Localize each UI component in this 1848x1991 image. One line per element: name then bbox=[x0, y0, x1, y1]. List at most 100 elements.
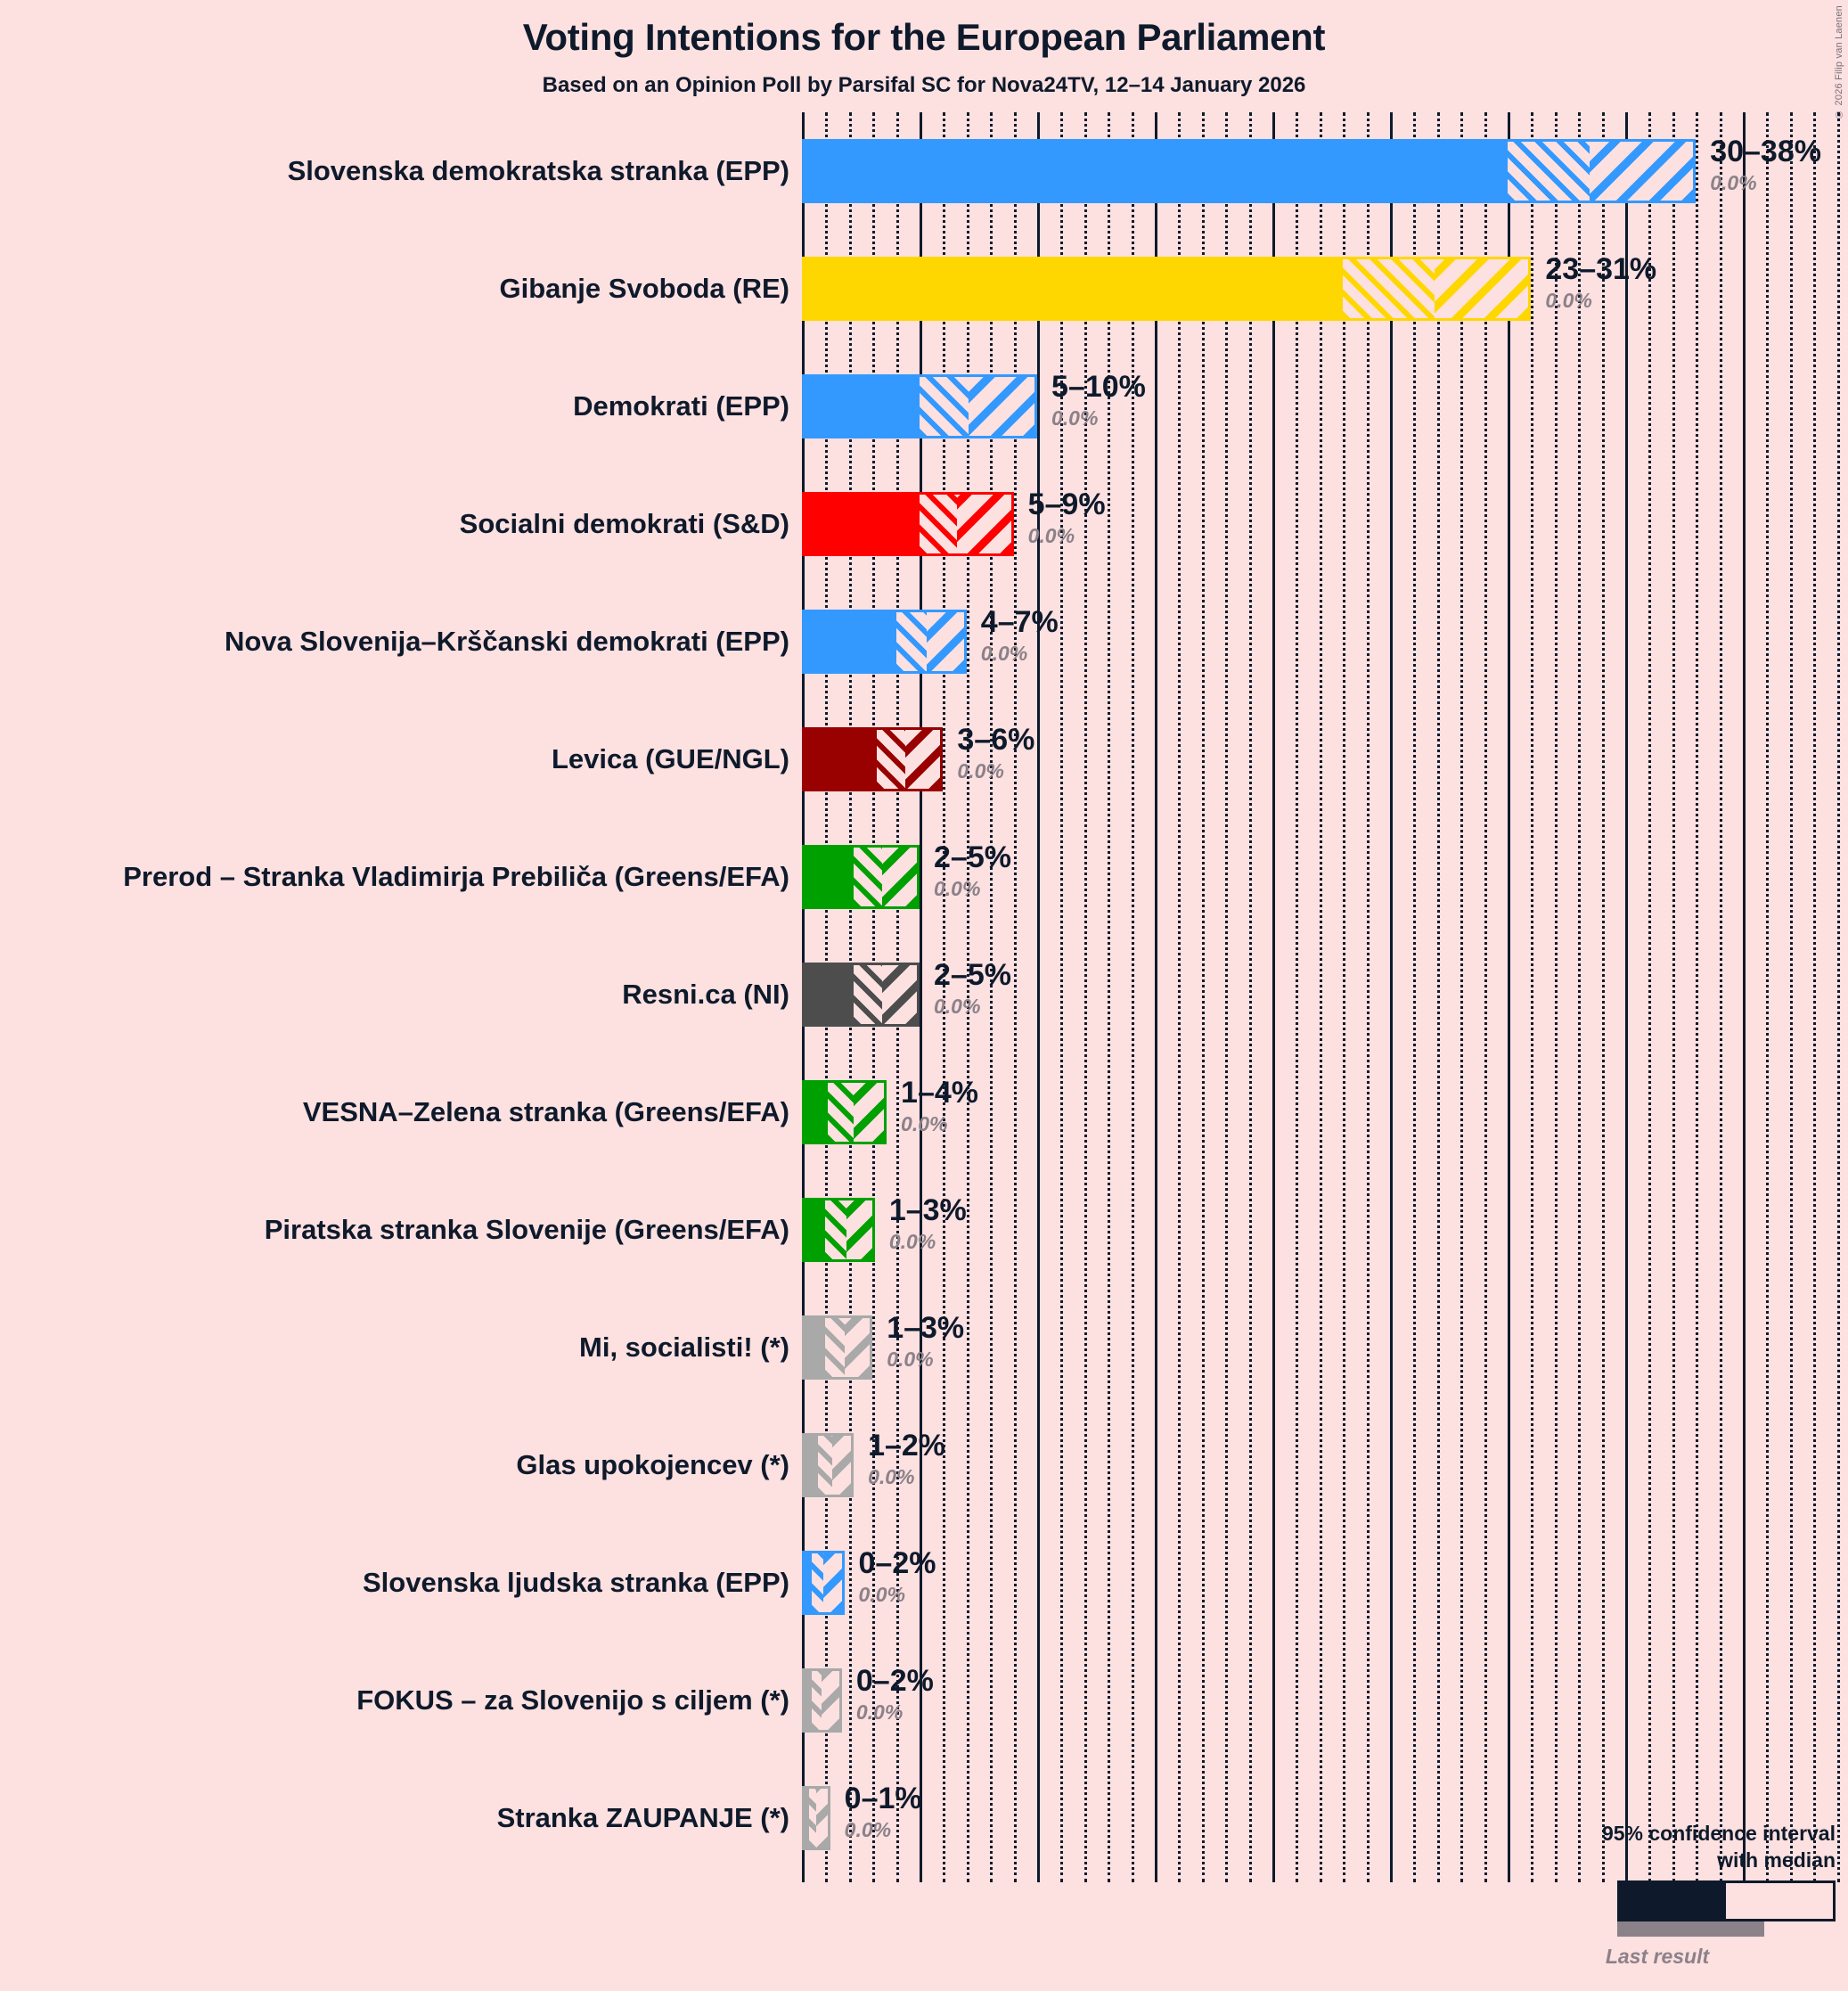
bar-segment-median-crosshatch bbox=[854, 965, 882, 1024]
confidence-interval-bar bbox=[802, 139, 1697, 203]
value-labels: 1–4% 0.0% bbox=[901, 1075, 978, 1137]
confidence-interval-bar bbox=[802, 845, 920, 909]
last-result-value: 0.0% bbox=[868, 1465, 915, 1488]
party-label: Prerod – Stranka Vladimirja Prebiliča (G… bbox=[123, 861, 789, 892]
bar-segment-upper-hatch bbox=[815, 1789, 828, 1848]
bar-segment-solid bbox=[805, 377, 920, 436]
value-labels: 3–6% 0.0% bbox=[957, 722, 1034, 784]
chart-row: Prerod – Stranka Vladimirja Prebiliča (G… bbox=[123, 818, 1848, 936]
bar-segment-median-crosshatch bbox=[818, 1436, 833, 1495]
bar-segment-solid bbox=[805, 259, 1344, 318]
plot-area: Slovenska demokratska stranka (EPP) 30–38… bbox=[123, 112, 1848, 1991]
party-label: Slovenska demokratska stranka (EPP) bbox=[287, 155, 789, 186]
chart-row: Piratska stranka Slovenije (Greens/EFA) 1… bbox=[265, 1171, 1848, 1289]
chart-row: Mi, socialisti! (*) 1–3% 0.0% bbox=[579, 1289, 1848, 1406]
range-value: 2–5% bbox=[934, 958, 1011, 992]
bar-segment-solid bbox=[805, 1318, 826, 1377]
bar-segment-upper-hatch bbox=[957, 495, 1011, 553]
confidence-interval-bar bbox=[802, 1433, 854, 1497]
last-result-value: 0.0% bbox=[934, 877, 981, 900]
chart-row: Gibanje Svoboda (RE) 23–31% 0.0% bbox=[499, 230, 1848, 348]
range-value: 5–10% bbox=[1051, 370, 1146, 404]
bar-segment-upper-hatch bbox=[844, 1318, 871, 1377]
chart-row: Glas upokojencev (*) 1–2% 0.0% bbox=[516, 1406, 1848, 1524]
value-labels: 2–5% 0.0% bbox=[934, 957, 1011, 1020]
confidence-interval-bar bbox=[802, 257, 1532, 321]
last-result-value: 0.0% bbox=[844, 1818, 892, 1841]
range-value: 23–31% bbox=[1545, 252, 1657, 286]
bar-segment-upper-hatch bbox=[854, 1083, 885, 1142]
bar-segment-solid bbox=[805, 1436, 819, 1495]
value-labels: 4–7% 0.0% bbox=[981, 604, 1059, 667]
bar-segment-upper-hatch bbox=[832, 1436, 852, 1495]
party-label: Glas upokojencev (*) bbox=[516, 1449, 789, 1480]
range-value: 0–2% bbox=[855, 1664, 934, 1698]
party-label: Gibanje Svoboda (RE) bbox=[499, 273, 789, 304]
chart-row: Slovenska demokratska stranka (EPP) 30–38… bbox=[288, 112, 1848, 230]
bar-segment-upper-hatch bbox=[1435, 259, 1529, 318]
value-labels: 1–3% 0.0% bbox=[889, 1192, 967, 1255]
bar-segment-solid bbox=[805, 1083, 829, 1142]
range-value: 30–38% bbox=[1710, 135, 1821, 168]
bar-segment-solid bbox=[805, 1671, 812, 1730]
bar-segment-upper-hatch bbox=[822, 1671, 839, 1730]
last-result-value: 0.0% bbox=[1545, 289, 1592, 312]
value-labels: 5–10% 0.0% bbox=[1051, 369, 1146, 431]
bar-segment-solid bbox=[805, 612, 896, 671]
bar-segment-median-crosshatch bbox=[825, 1200, 847, 1259]
copyright-notice: © 2026 Filip van Laenen bbox=[1834, 5, 1844, 119]
value-labels: 1–3% 0.0% bbox=[887, 1310, 964, 1372]
range-value: 3–6% bbox=[957, 723, 1035, 757]
confidence-interval-bar bbox=[802, 1786, 830, 1850]
party-label: Mi, socialisti! (*) bbox=[579, 1331, 789, 1363]
bar-segment-solid bbox=[805, 495, 920, 553]
value-labels: 1–2% 0.0% bbox=[868, 1428, 945, 1490]
legend-line-1: 95% confidence interval bbox=[1601, 1822, 1836, 1845]
party-label: Nova Slovenija–Krščanski demokrati (EPP) bbox=[224, 626, 789, 657]
bar-segment-median-crosshatch bbox=[811, 1553, 823, 1612]
confidence-interval-bar bbox=[802, 1080, 887, 1144]
bar-segment-upper-hatch bbox=[846, 1200, 872, 1259]
range-value: 1–3% bbox=[888, 1193, 967, 1227]
range-value: 2–5% bbox=[934, 840, 1011, 874]
value-labels: 5–9% 0.0% bbox=[1028, 487, 1106, 549]
bar-segment-solid bbox=[805, 1789, 809, 1848]
bar-segment-solid bbox=[805, 965, 854, 1024]
range-value: 0–2% bbox=[858, 1546, 936, 1580]
party-label: Socialni demokrati (S&D) bbox=[459, 508, 789, 539]
range-value: 1–4% bbox=[901, 1076, 978, 1110]
legend-interval-bar bbox=[1617, 1880, 1836, 1921]
chart-row: Slovenska ljudska stranka (EPP) 0–2% 0.0% bbox=[363, 1524, 1848, 1642]
confidence-interval-bar bbox=[802, 1668, 842, 1733]
range-value: 1–2% bbox=[868, 1429, 946, 1463]
bar-segment-upper-hatch bbox=[1590, 142, 1694, 201]
last-result-value: 0.0% bbox=[1710, 171, 1757, 194]
bar-segment-upper-hatch bbox=[881, 848, 917, 906]
bar-segment-solid bbox=[805, 1200, 826, 1259]
range-value: 4–7% bbox=[980, 605, 1059, 639]
bar-segment-solid bbox=[805, 1553, 812, 1612]
legend-upper-hatch bbox=[1797, 1883, 1833, 1919]
bar-segment-solid bbox=[805, 730, 878, 789]
chart-legend: 95% confidence interval with median Last… bbox=[1515, 1820, 1836, 1969]
bar-segment-median-crosshatch bbox=[895, 612, 927, 671]
last-result-value: 0.0% bbox=[957, 759, 1004, 782]
party-label: Slovenska ljudska stranka (EPP) bbox=[363, 1567, 789, 1598]
party-label: Piratska stranka Slovenije (Greens/EFA) bbox=[264, 1214, 789, 1245]
range-value: 1–3% bbox=[887, 1311, 965, 1345]
bar-segment-upper-hatch bbox=[926, 612, 964, 671]
party-label: Demokrati (EPP) bbox=[573, 390, 789, 422]
last-result-value: 0.0% bbox=[888, 1230, 936, 1253]
confidence-interval-bar bbox=[802, 374, 1037, 438]
legend-caption: Last result bbox=[1605, 1945, 1710, 1968]
bar-segment-solid bbox=[805, 142, 1508, 201]
bar-segment-median-crosshatch bbox=[811, 1671, 822, 1730]
last-result-value: 0.0% bbox=[1051, 406, 1099, 430]
party-label: Levica (GUE/NGL) bbox=[552, 743, 789, 774]
party-label: VESNA–Zelena stranka (Greens/EFA) bbox=[302, 1096, 789, 1127]
bar-segment-median-crosshatch bbox=[808, 1789, 816, 1848]
last-result-value: 0.0% bbox=[934, 995, 981, 1018]
chart-row: Demokrati (EPP) 5–10% 0.0% bbox=[573, 348, 1848, 465]
confidence-interval-bar bbox=[802, 492, 1014, 556]
bar-segment-upper-hatch bbox=[905, 730, 941, 789]
